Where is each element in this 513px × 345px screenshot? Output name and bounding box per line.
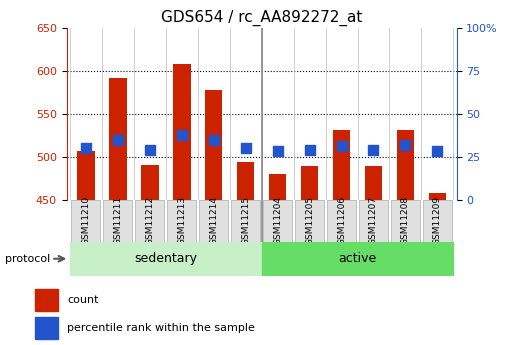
Text: GSM11205: GSM11205	[305, 196, 314, 245]
Point	[305, 147, 313, 153]
Point	[433, 148, 442, 154]
Point	[369, 147, 378, 153]
Bar	[269, 174, 286, 200]
Bar	[428, 193, 446, 200]
Point	[146, 147, 154, 153]
Point	[114, 137, 122, 142]
Bar	[109, 79, 127, 200]
Point	[338, 143, 346, 149]
Bar	[35, 317, 58, 339]
Bar	[365, 166, 382, 200]
FancyBboxPatch shape	[423, 200, 452, 242]
Point	[210, 137, 218, 142]
Point	[242, 146, 250, 151]
FancyBboxPatch shape	[104, 200, 132, 242]
Point	[273, 148, 282, 154]
FancyBboxPatch shape	[295, 200, 324, 242]
Text: GSM11210: GSM11210	[82, 196, 90, 245]
Text: GSM11213: GSM11213	[177, 196, 186, 245]
Text: protocol: protocol	[5, 254, 50, 264]
FancyBboxPatch shape	[359, 200, 388, 242]
Text: GSM11207: GSM11207	[369, 196, 378, 245]
Bar	[237, 162, 254, 200]
Bar	[333, 130, 350, 200]
Text: GSM11211: GSM11211	[113, 196, 122, 245]
Text: GSM11209: GSM11209	[433, 196, 442, 245]
Point	[177, 133, 186, 138]
FancyBboxPatch shape	[200, 200, 228, 242]
FancyBboxPatch shape	[71, 200, 100, 242]
Text: active: active	[339, 252, 377, 265]
Text: percentile rank within the sample: percentile rank within the sample	[67, 323, 255, 333]
Bar	[301, 166, 319, 200]
Title: GDS654 / rc_AA892272_at: GDS654 / rc_AA892272_at	[161, 10, 362, 26]
Bar	[35, 289, 58, 311]
Bar	[397, 130, 414, 200]
Text: count: count	[67, 295, 98, 305]
Text: GSM11208: GSM11208	[401, 196, 410, 245]
FancyBboxPatch shape	[391, 200, 420, 242]
Bar	[77, 151, 95, 200]
FancyBboxPatch shape	[327, 200, 356, 242]
Text: GSM11212: GSM11212	[145, 196, 154, 245]
Text: GSM11214: GSM11214	[209, 196, 218, 245]
Point	[401, 142, 409, 148]
Bar	[205, 90, 223, 200]
FancyBboxPatch shape	[135, 200, 164, 242]
Text: GSM11206: GSM11206	[337, 196, 346, 245]
Text: GSM11215: GSM11215	[241, 196, 250, 245]
Point	[82, 146, 90, 151]
FancyBboxPatch shape	[263, 200, 292, 242]
Bar	[70, 241, 262, 276]
FancyBboxPatch shape	[231, 200, 260, 242]
Text: sedentary: sedentary	[134, 252, 198, 265]
Bar	[173, 64, 190, 200]
Text: GSM11204: GSM11204	[273, 196, 282, 245]
FancyBboxPatch shape	[167, 200, 196, 242]
Bar	[141, 165, 159, 200]
Bar	[262, 241, 453, 276]
